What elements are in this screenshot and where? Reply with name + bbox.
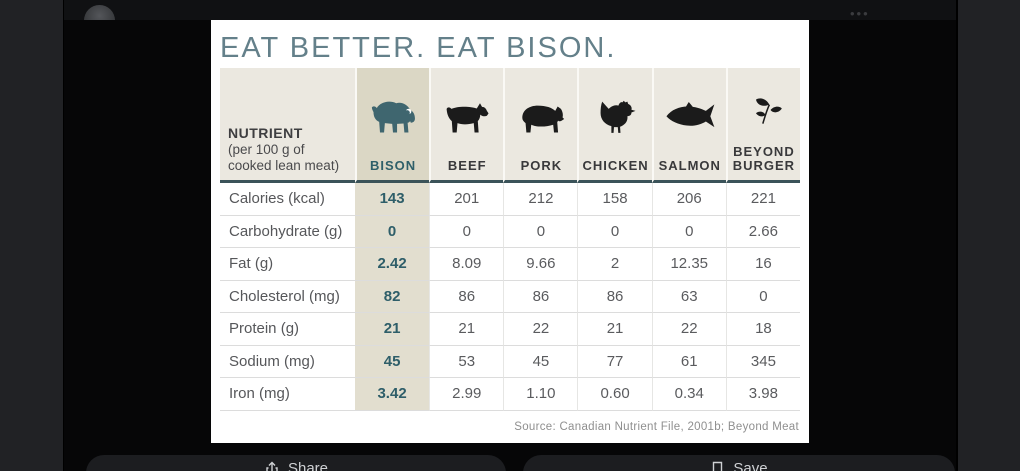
column-label: BISON — [369, 158, 417, 173]
table-cell: 0.60 — [577, 378, 652, 411]
row-label: Calories (kcal) — [220, 183, 355, 216]
left-panel — [0, 0, 64, 471]
column-label: SALMON — [658, 158, 721, 173]
source-citation: Source: Canadian Nutrient File, 2001b; B… — [514, 421, 799, 433]
row-label: Iron (mg) — [220, 378, 355, 411]
column-header-beef: BEEF — [429, 68, 504, 183]
row-label: Fat (g) — [220, 248, 355, 281]
table-cell: 1.10 — [503, 378, 578, 411]
table-cell: 158 — [577, 183, 652, 216]
cow-icon — [431, 68, 503, 159]
table-cell: 2.66 — [725, 215, 800, 248]
table-cell: 345 — [725, 345, 800, 378]
table-cell: 12.35 — [651, 248, 726, 281]
column-header-chicken: CHICKEN — [577, 68, 652, 183]
bookmark-icon — [710, 461, 725, 471]
avatar[interactable] — [84, 5, 115, 20]
table-cell: 8.09 — [429, 248, 504, 281]
table-cell: 0 — [503, 215, 578, 248]
leaf-icon — [728, 68, 800, 145]
infographic-image[interactable]: EAT BETTER. EAT BISON. NUTRIENT (per 100… — [211, 20, 809, 443]
column-header-bison: BISON — [355, 68, 430, 183]
table-cell: 86 — [577, 280, 652, 313]
table-cell: 212 — [503, 183, 578, 216]
column-label: CHICKEN — [582, 158, 649, 173]
table-cell: 9.66 — [503, 248, 578, 281]
nutrient-header-subtitle-2: cooked lean meat) — [228, 158, 340, 173]
column-label: BEEF — [447, 158, 487, 173]
table-cell: 45 — [355, 345, 430, 378]
nutrient-header-title: NUTRIENT — [228, 125, 303, 141]
table-cell: 16 — [725, 248, 800, 281]
table-cell: 0 — [429, 215, 504, 248]
row-label: Protein (g) — [220, 313, 355, 346]
nutrient-header-subtitle-1: (per 100 g of — [228, 142, 305, 157]
table-cell: 0 — [577, 215, 652, 248]
table-cell: 22 — [651, 313, 726, 346]
nutrition-table: NUTRIENT (per 100 g of cooked lean meat)… — [220, 68, 800, 411]
viewer-topbar: ••• — [64, 0, 956, 20]
fish-icon — [654, 68, 726, 159]
right-panel — [956, 0, 1020, 471]
table-cell: 0 — [651, 215, 726, 248]
table-cell: 201 — [429, 183, 504, 216]
table-cell: 0 — [725, 280, 800, 313]
pig-icon — [505, 68, 577, 159]
save-button-label: Save — [733, 460, 768, 471]
table-cell: 82 — [355, 280, 430, 313]
save-button[interactable]: Save — [523, 455, 955, 471]
infographic-title: EAT BETTER. EAT BISON. — [220, 32, 617, 64]
share-icon — [264, 461, 280, 471]
table-cell: 21 — [355, 313, 430, 346]
table-cell: 21 — [577, 313, 652, 346]
table-cell: 3.42 — [355, 378, 430, 411]
nutrient-header-cell: NUTRIENT (per 100 g of cooked lean meat) — [220, 68, 355, 183]
table-cell: 77 — [577, 345, 652, 378]
chicken-icon — [579, 68, 651, 159]
table-cell: 2.99 — [429, 378, 504, 411]
more-options-icon[interactable]: ••• — [850, 6, 870, 20]
share-button-label: Share — [287, 460, 329, 471]
table-cell: 22 — [503, 313, 578, 346]
table-cell: 2.42 — [355, 248, 430, 281]
column-header-pork: PORK — [503, 68, 578, 183]
table-cell: 21 — [429, 313, 504, 346]
table-cell: 3.98 — [725, 378, 800, 411]
table-cell: 86 — [503, 280, 578, 313]
table-cell: 45 — [503, 345, 578, 378]
column-header-salmon: SALMON — [651, 68, 726, 183]
column-label: BEYOND BURGER — [732, 144, 796, 173]
column-header-beyond-burger: BEYOND BURGER — [725, 68, 800, 183]
table-cell: 143 — [355, 183, 430, 216]
share-button[interactable]: Share — [86, 455, 506, 471]
row-label: Sodium (mg) — [220, 345, 355, 378]
table-cell: 61 — [651, 345, 726, 378]
row-label: Cholesterol (mg) — [220, 280, 355, 313]
bison-icon — [357, 68, 429, 159]
table-cell: 86 — [429, 280, 504, 313]
table-cell: 53 — [429, 345, 504, 378]
table-cell: 2 — [577, 248, 652, 281]
table-cell: 0 — [355, 215, 430, 248]
row-label: Carbohydrate (g) — [220, 215, 355, 248]
table-cell: 18 — [725, 313, 800, 346]
table-cell: 206 — [651, 183, 726, 216]
column-label: PORK — [520, 158, 563, 173]
table-cell: 0.34 — [651, 378, 726, 411]
table-cell: 63 — [651, 280, 726, 313]
table-cell: 221 — [725, 183, 800, 216]
